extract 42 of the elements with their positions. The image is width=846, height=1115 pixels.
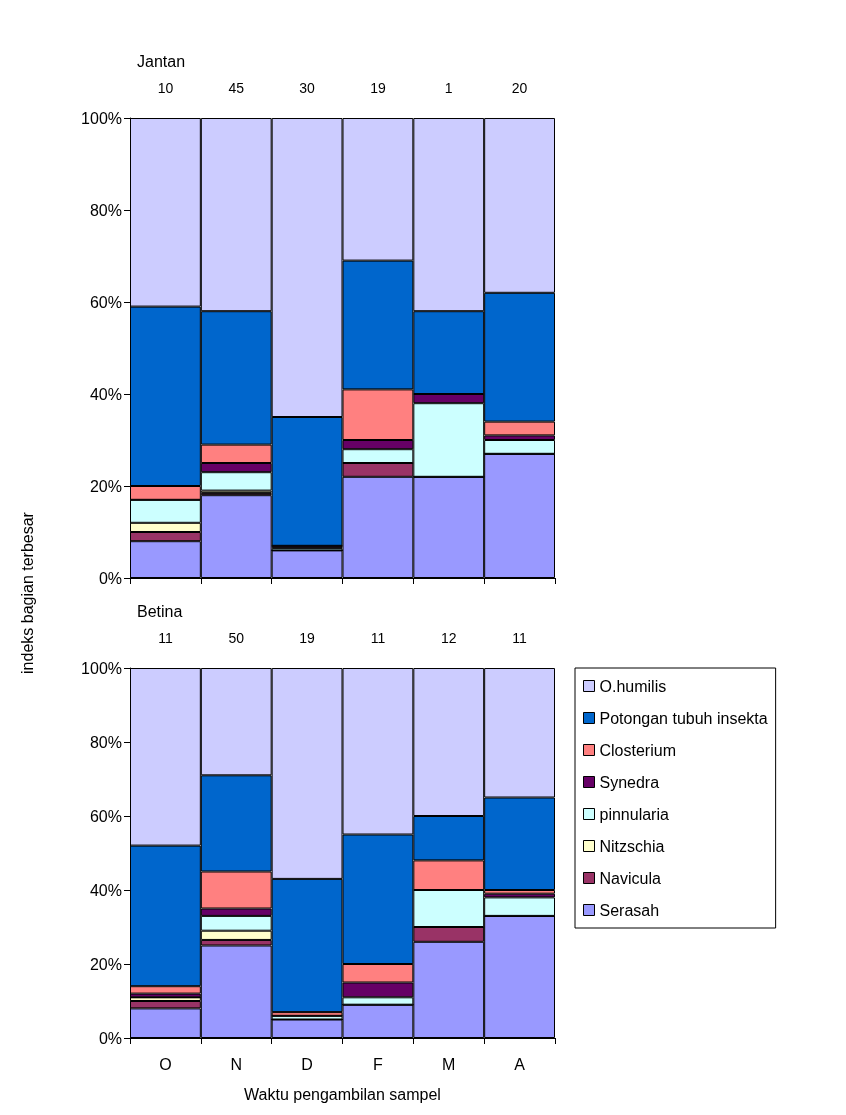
legend-label: Serasah	[599, 901, 660, 919]
y-tick-label: 60%	[89, 807, 122, 825]
legend-label: O.humilis	[599, 677, 667, 695]
y-axis-title: indeks bagian terbesar	[19, 512, 37, 674]
x-tick-label: N	[230, 1055, 243, 1073]
y-tick-label: 0%	[98, 569, 122, 587]
text: 11	[158, 630, 173, 646]
text: 19	[299, 630, 316, 646]
text: 30	[299, 80, 316, 96]
y-tick-label: 20%	[89, 477, 122, 495]
text: 11	[370, 630, 386, 646]
chart-title: Betina	[137, 602, 183, 620]
y-tick-label: 80%	[89, 733, 122, 751]
text: 19	[370, 80, 386, 96]
y-tick-label: 0%	[98, 1029, 122, 1047]
y-tick-label: 100%	[81, 659, 122, 677]
x-tick-label: F	[373, 1055, 384, 1073]
text: 11	[512, 630, 528, 646]
text: 10	[157, 80, 174, 96]
chart-title: Jantan	[137, 52, 186, 70]
text: 50	[228, 630, 245, 646]
y-tick-label: 60%	[89, 293, 122, 311]
text: 12	[440, 630, 457, 646]
y-tick-label: 40%	[89, 385, 122, 403]
text: 20	[511, 80, 528, 96]
y-tick-label: 20%	[89, 955, 122, 973]
legend-label: Closterium	[599, 741, 676, 759]
x-tick-label: D	[301, 1055, 313, 1073]
text: 1	[444, 80, 453, 96]
legend-label: Potongan tubuh insekta	[599, 709, 768, 727]
x-axis-title: Waktu pengambilan sampel	[244, 1085, 441, 1103]
legend-label: Nitzschia	[599, 837, 665, 855]
y-tick-label: 80%	[89, 201, 122, 219]
x-tick-label: O	[159, 1055, 172, 1073]
legend-label: pinnularia	[599, 805, 669, 823]
legend-label: Synedra	[599, 773, 660, 791]
legend-label: Navicula	[599, 869, 661, 887]
y-tick-label: 40%	[89, 881, 122, 899]
x-tick-label: A	[514, 1055, 526, 1073]
x-tick-label: M	[442, 1055, 456, 1073]
y-tick-label: 100%	[81, 109, 122, 127]
text: 45	[228, 80, 245, 96]
